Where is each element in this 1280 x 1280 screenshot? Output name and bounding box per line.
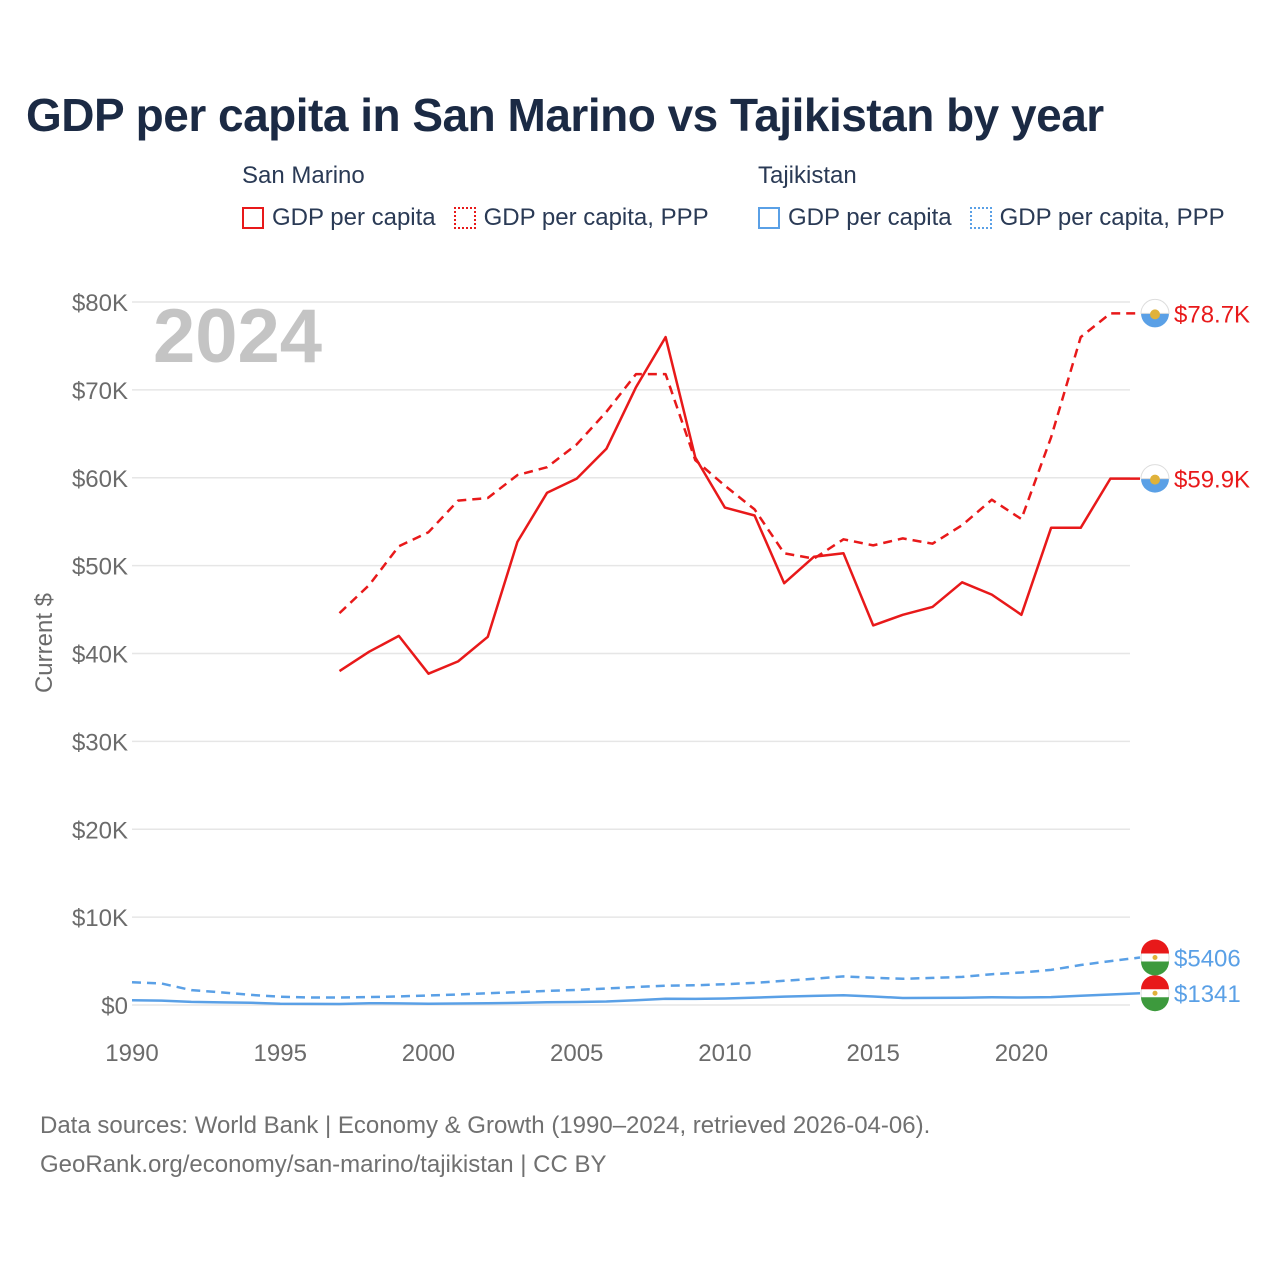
series-lines (131, 312, 1141, 1006)
y-tick-label: $20K (72, 817, 128, 844)
y-axis-label: Current $ (31, 593, 58, 693)
series-end-value-label: $1341 (1174, 981, 1241, 1008)
legend-swatch-dotted (453, 207, 476, 229)
series-line-tajikistan-gdp-per-capita (131, 991, 1141, 1006)
legend-group-tajikistan: Tajikistan GDP per capita GDP per capita… (758, 162, 1243, 232)
flag-red-band (1141, 939, 1169, 954)
y-tick-label: $0 (101, 993, 128, 1020)
legend-group-san-marino: San Marino GDP per capita GDP per capita… (242, 162, 727, 232)
flag-crown (1152, 955, 1158, 960)
y-axis-ticks: $0 $10K $20K $30K $40K $50K $60K $70K $80K (72, 290, 128, 1020)
flag-emblem (1150, 309, 1160, 320)
x-tick-label: 1995 (254, 1040, 307, 1067)
flag-green-band (1141, 997, 1169, 1012)
series-line-san-marino-gdp-per-capita-ppp (338, 312, 1140, 615)
flag-emblem (1150, 474, 1160, 485)
legend-label: GDP per capita, PPP (999, 204, 1225, 231)
end-markers: $59.9K $78.7K $1341 $5406 (1140, 298, 1250, 1012)
y-tick-label: $10K (72, 905, 128, 932)
y-tick-label: $60K (72, 466, 128, 493)
legend-swatch-dotted (969, 207, 992, 229)
x-tick-label: 2015 (846, 1040, 899, 1067)
x-axis-ticks: 1990 1995 2000 2005 2010 2015 2020 (105, 1040, 1048, 1067)
legend-item-san-marino-gdp-ppp[interactable]: GDP per capita, PPP (453, 204, 709, 232)
footer-link[interactable]: GeoRank.org/economy/san-marino/tajikista… (40, 1151, 607, 1178)
flag-icon (1140, 939, 1170, 976)
y-tick-label: $30K (72, 729, 128, 756)
footer-sources: Data sources: World Bank | Economy & Gro… (40, 1112, 931, 1139)
series-end-value-label: $59.9K (1174, 467, 1250, 494)
legend-label: GDP per capita (272, 204, 436, 231)
legend-label: GDP per capita, PPP (483, 204, 709, 231)
x-tick-label: 1990 (105, 1040, 158, 1067)
line-chart: $0$10K$20K$30K$40K$50K$60K$70K$80K 1990 1… (31, 290, 1250, 1067)
y-tick-label: $70K (72, 378, 128, 405)
y-tick-label: $40K (72, 642, 128, 669)
flag-green-band (1141, 961, 1169, 976)
legend-country-san-marino: San Marino (242, 162, 365, 189)
year-watermark: 2024 (153, 294, 322, 379)
flag-upper-half (1140, 298, 1170, 314)
series-line-tajikistan-gdp-per-capita-ppp (131, 956, 1141, 999)
flag-icon (1140, 298, 1170, 328)
x-tick-label: 2005 (550, 1040, 603, 1067)
series-line-san-marino-gdp-per-capita (338, 335, 1140, 675)
legend-item-tajikistan-gdp-ppp[interactable]: GDP per capita, PPP (969, 204, 1225, 232)
y-tick-label: $80K (72, 290, 128, 317)
grid-lines (132, 301, 1130, 1006)
flag-upper-half (1140, 464, 1170, 480)
legend-swatch-solid (758, 207, 780, 229)
legend-label: GDP per capita (788, 204, 952, 231)
flag-crown (1152, 990, 1158, 996)
flag-red-band (1141, 975, 1169, 990)
legend-item-tajikistan-gdp[interactable]: GDP per capita (758, 204, 952, 232)
y-tick-label: $50K (72, 554, 128, 581)
flag-icon (1140, 975, 1170, 1012)
footer: Data sources: World Bank | Economy & Gro… (40, 1106, 930, 1184)
flag-icon (1140, 464, 1170, 493)
x-tick-label: 2020 (995, 1040, 1048, 1067)
x-tick-label: 2010 (698, 1040, 751, 1067)
series-end-value-label: $5406 (1174, 945, 1241, 972)
x-tick-label: 2000 (402, 1040, 455, 1067)
chart-title: GDP per capita in San Marino vs Tajikist… (26, 89, 1104, 141)
series-end-value-label: $78.7K (1174, 301, 1250, 328)
legend-country-tajikistan: Tajikistan (758, 162, 857, 189)
legend-item-san-marino-gdp[interactable]: GDP per capita (242, 204, 436, 232)
legend-swatch-solid (242, 207, 264, 229)
